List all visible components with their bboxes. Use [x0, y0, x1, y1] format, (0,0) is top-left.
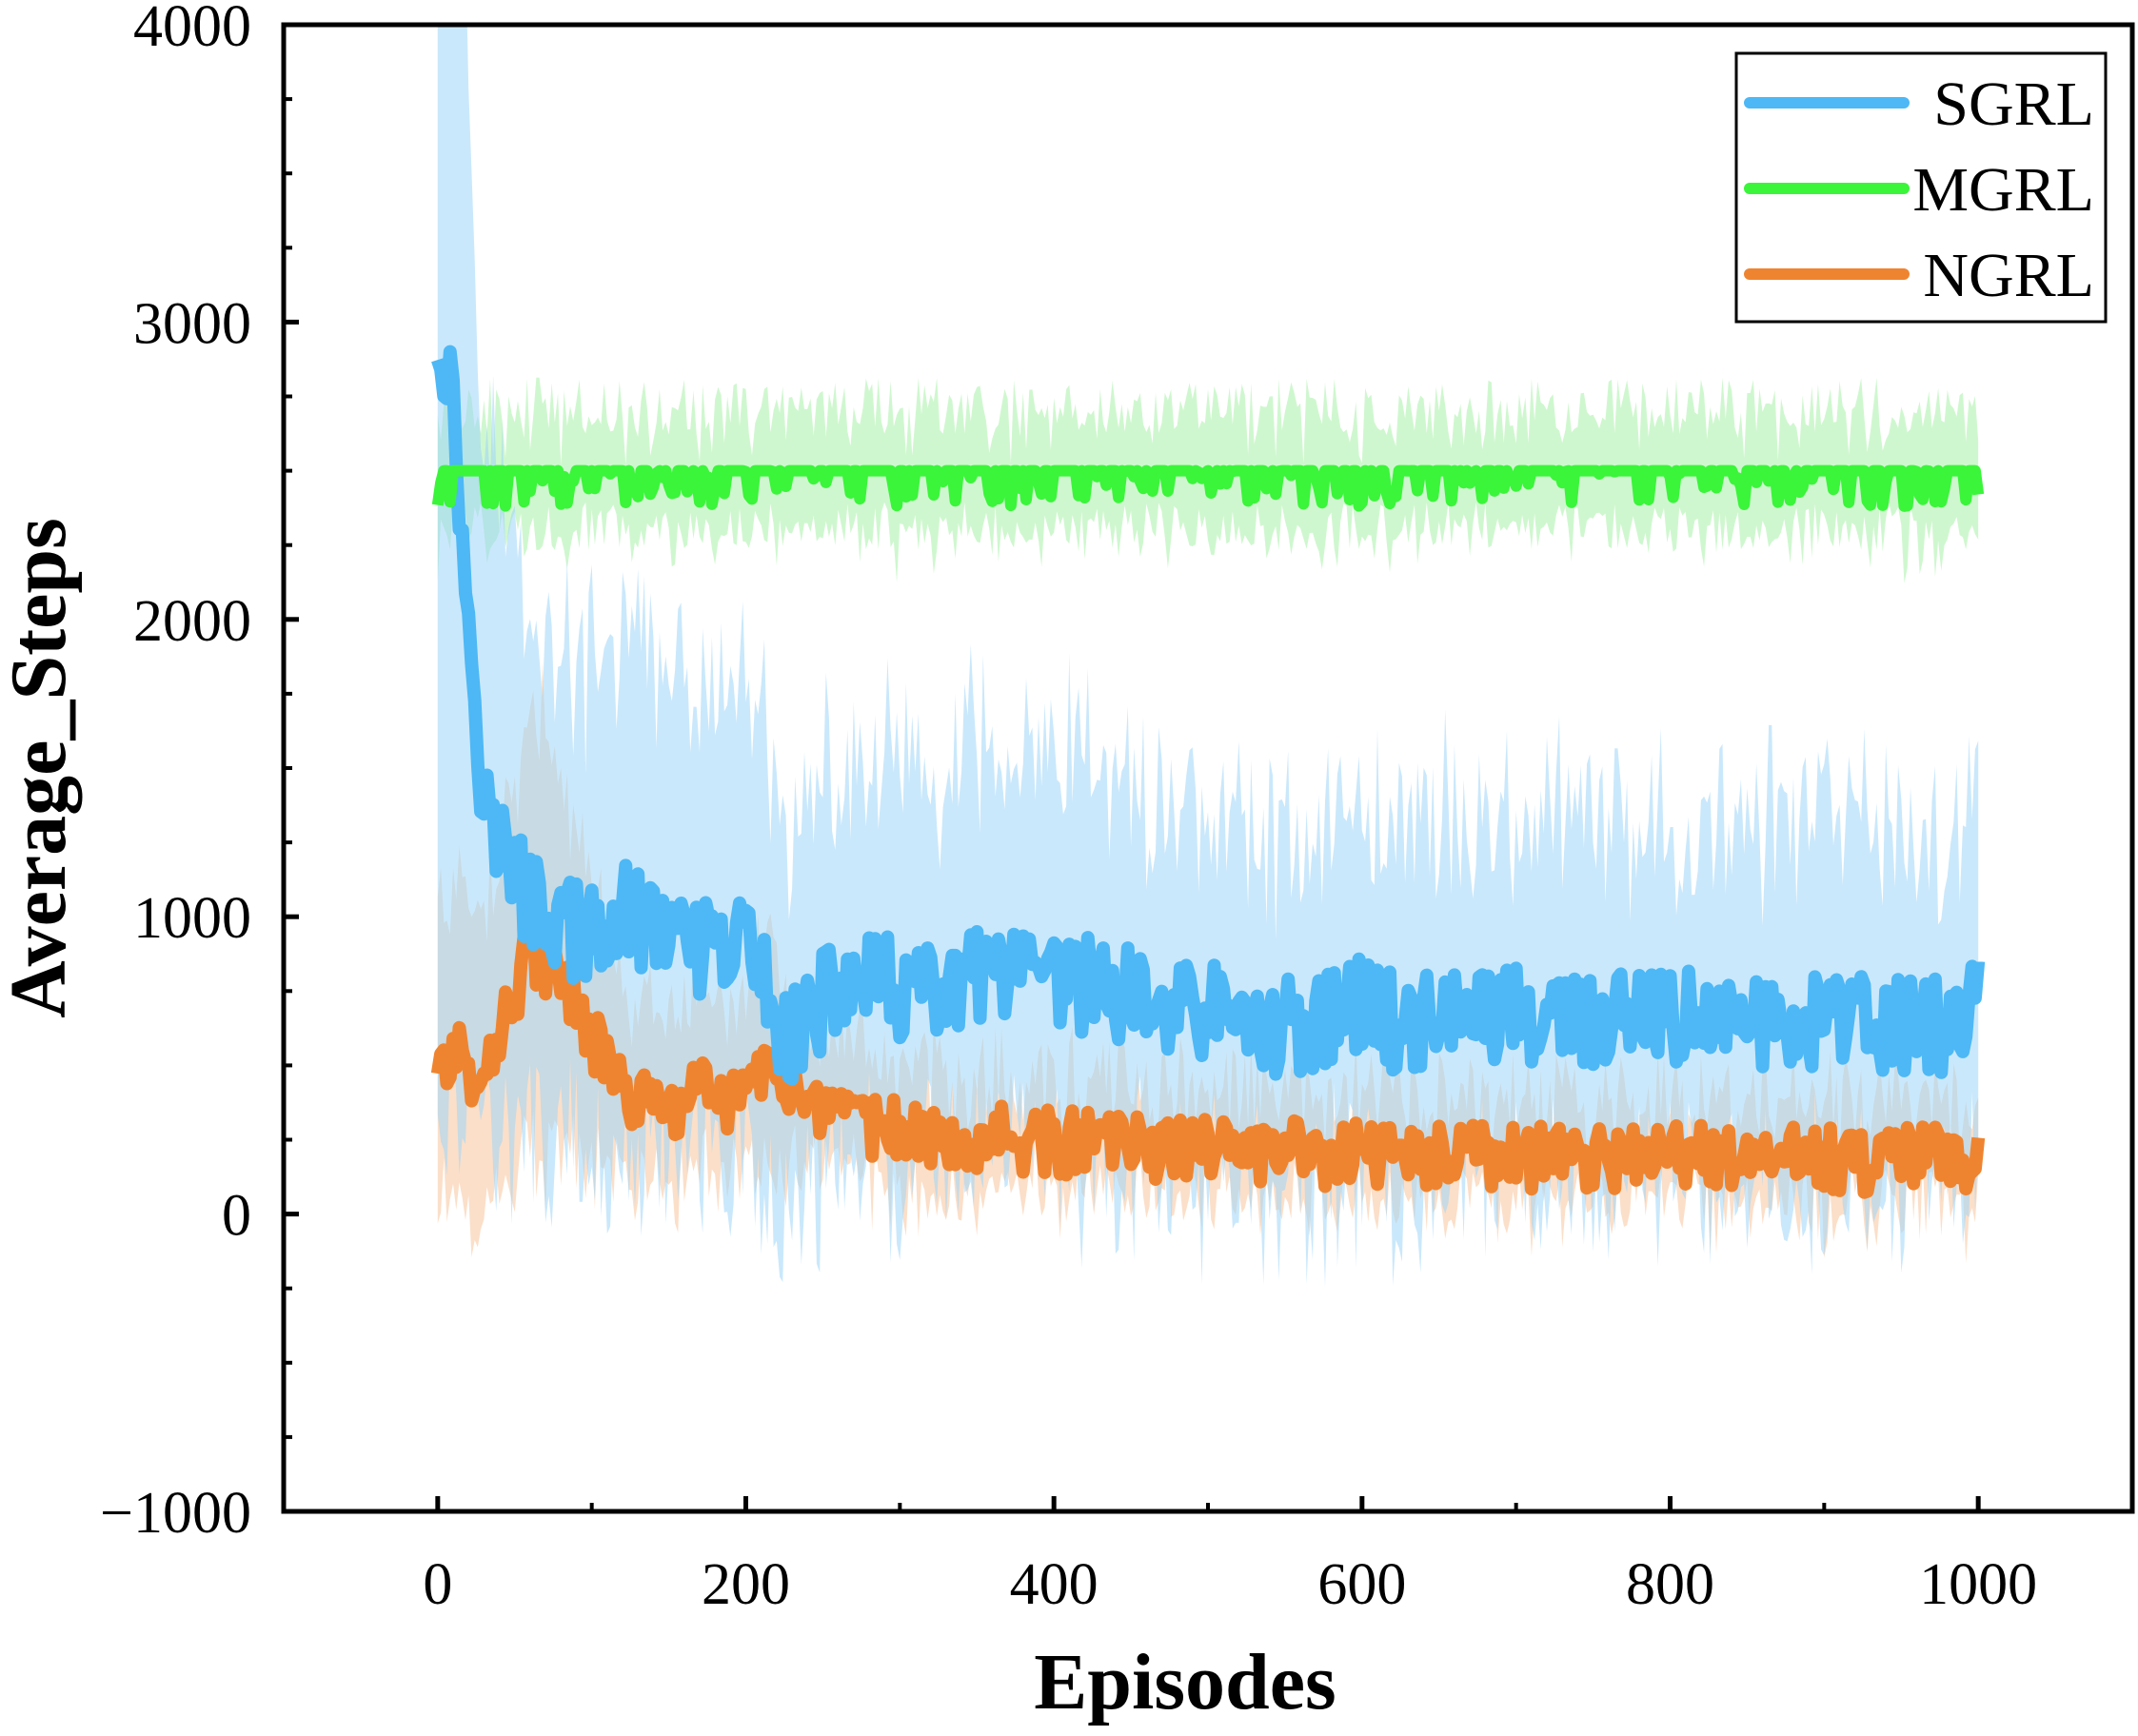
- x-tick-label: 400: [1010, 1552, 1099, 1617]
- legend-label-sgrl: SGRL: [1933, 69, 2094, 139]
- legend-label-mgrl: MGRL: [1912, 155, 2094, 225]
- x-tick-label: 800: [1626, 1552, 1714, 1617]
- x-tick-label: 600: [1317, 1552, 1406, 1617]
- x-tick-label: 200: [702, 1552, 790, 1617]
- legend-label-ngrl: NGRL: [1923, 241, 2094, 310]
- y-axis-title: Average_Steps: [0, 518, 83, 1018]
- x-tick-label: 0: [423, 1552, 452, 1617]
- y-tick-label: 2000: [133, 589, 251, 654]
- y-tick-label: −1000: [100, 1481, 251, 1546]
- ngrl-line: [430, 910, 1986, 1199]
- y-tick-label: 4000: [133, 0, 251, 59]
- y-tick-label: 3000: [133, 291, 251, 356]
- x-tick-label: 1000: [1919, 1552, 2037, 1617]
- x-axis-title: Episodes: [1034, 1638, 1336, 1726]
- y-tick-label: 0: [222, 1184, 251, 1249]
- series-lines: [430, 345, 1986, 1199]
- legend: SGRL MGRL NGRL: [1734, 51, 2108, 324]
- sgrl-line: [431, 345, 1986, 1086]
- mgrl-line: [431, 464, 1985, 512]
- y-tick-label: 1000: [133, 886, 251, 951]
- axis-ticks: 0 200 400 600 800 1000 −1000 0 1000 2000 3000 4000: [100, 0, 2037, 1617]
